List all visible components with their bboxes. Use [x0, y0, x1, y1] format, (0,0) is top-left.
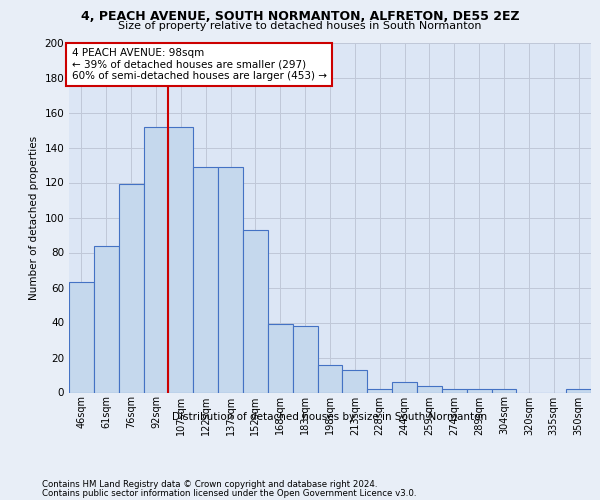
Bar — [367, 389, 392, 392]
Y-axis label: Number of detached properties: Number of detached properties — [29, 136, 39, 300]
Bar — [268, 324, 293, 392]
Text: 4, PEACH AVENUE, SOUTH NORMANTON, ALFRETON, DE55 2EZ: 4, PEACH AVENUE, SOUTH NORMANTON, ALFRET… — [80, 10, 520, 23]
Text: 4 PEACH AVENUE: 98sqm
← 39% of detached houses are smaller (297)
60% of semi-det: 4 PEACH AVENUE: 98sqm ← 39% of detached … — [71, 48, 326, 81]
Bar — [69, 282, 94, 393]
Bar — [566, 389, 591, 392]
Bar — [293, 326, 317, 392]
Bar — [417, 386, 442, 392]
Bar — [94, 246, 119, 392]
Bar — [193, 167, 218, 392]
Bar — [392, 382, 417, 392]
Text: Distribution of detached houses by size in South Normanton: Distribution of detached houses by size … — [172, 412, 488, 422]
Bar — [143, 126, 169, 392]
Text: Size of property relative to detached houses in South Normanton: Size of property relative to detached ho… — [118, 21, 482, 31]
Bar — [317, 364, 343, 392]
Bar — [343, 370, 367, 392]
Bar — [119, 184, 143, 392]
Text: Contains public sector information licensed under the Open Government Licence v3: Contains public sector information licen… — [42, 489, 416, 498]
Bar — [243, 230, 268, 392]
Bar — [169, 126, 193, 392]
Bar — [491, 389, 517, 392]
Text: Contains HM Land Registry data © Crown copyright and database right 2024.: Contains HM Land Registry data © Crown c… — [42, 480, 377, 489]
Bar — [467, 389, 491, 392]
Bar — [442, 389, 467, 392]
Bar — [218, 167, 243, 392]
